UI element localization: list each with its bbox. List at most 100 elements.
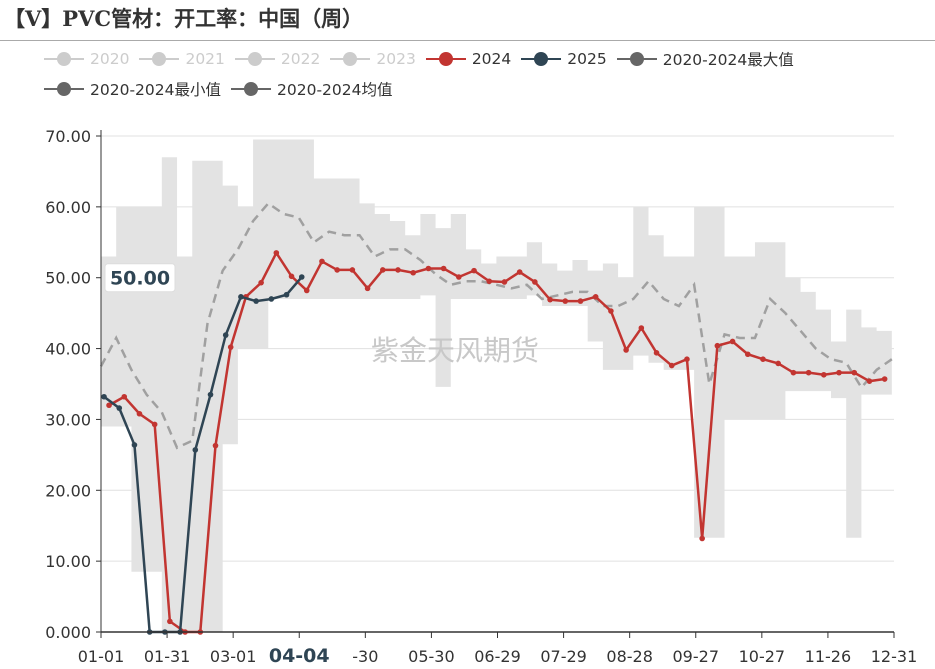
data-point-2024 xyxy=(577,298,584,304)
y-tick-label: 20.00 xyxy=(45,481,91,500)
y-tick-label: 30.00 xyxy=(45,410,91,429)
legend-marker-icon xyxy=(44,52,84,66)
data-point-2024 xyxy=(653,350,660,356)
legend-label: 2020-2024最小值 xyxy=(90,81,221,99)
data-point-2024 xyxy=(851,369,858,376)
legend-marker-icon xyxy=(44,82,84,96)
legend-marker-icon xyxy=(234,52,275,66)
data-point-2024 xyxy=(121,393,128,400)
legend-label: 2021 xyxy=(185,50,225,68)
x-tick-label: 12-31 xyxy=(871,647,918,666)
data-point-2024 xyxy=(501,279,508,285)
data-point-2024 xyxy=(212,442,219,449)
data-point-2024 xyxy=(805,369,812,376)
series-line-2024 xyxy=(108,250,885,634)
legend-label: 2020 xyxy=(90,50,130,68)
legend-label: 2025 xyxy=(567,50,607,68)
x-tick-label: 10-27 xyxy=(739,647,786,666)
data-point-2024 xyxy=(456,274,462,280)
data-point-2025 xyxy=(101,393,107,400)
data-point-2025 xyxy=(298,274,305,280)
legend-item-2020[interactable]: 2020 xyxy=(44,44,129,74)
data-point-2024 xyxy=(303,287,310,294)
x-tick-label: 04-04 xyxy=(269,645,330,667)
legend-label: 2022 xyxy=(280,50,321,68)
legend-marker-icon xyxy=(521,52,562,66)
legend-item-2020-2024最小值[interactable]: 2020-2024最小值 xyxy=(44,74,221,104)
data-point-2024 xyxy=(760,356,766,363)
data-point-2024 xyxy=(532,279,538,285)
data-point-2024 xyxy=(623,347,629,353)
data-point-2024 xyxy=(471,267,477,274)
data-point-2025 xyxy=(192,447,199,453)
data-point-2024 xyxy=(136,410,143,417)
max-min-band xyxy=(101,139,892,633)
x-tick-label: 06-29 xyxy=(474,647,521,666)
legend-marker-icon xyxy=(231,82,271,96)
data-point-2025 xyxy=(253,298,259,304)
data-point-2024 xyxy=(410,269,417,276)
legend-marker-icon xyxy=(330,52,371,66)
legend-item-2025[interactable]: 2025 xyxy=(521,44,607,74)
y-tick-label: 50.00 xyxy=(45,269,91,288)
data-point-2024 xyxy=(364,285,371,292)
data-point-2024 xyxy=(684,356,690,363)
chart-title: 【V】PVC管材：开工率：中国（周） xyxy=(4,6,364,31)
data-point-2024 xyxy=(608,308,614,314)
data-point-2024 xyxy=(379,267,386,273)
legend-item-2020-2024最大值[interactable]: 2020-2024最大值 xyxy=(616,44,794,74)
data-point-2024 xyxy=(729,338,736,345)
data-point-2024 xyxy=(395,267,401,273)
legend-label: 2020-2024最大值 xyxy=(662,51,794,69)
data-point-2024 xyxy=(334,267,340,273)
data-point-2024 xyxy=(258,279,264,286)
data-point-2024 xyxy=(790,369,797,376)
data-point-2024 xyxy=(775,360,782,367)
data-point-2024 xyxy=(699,535,705,542)
y-tick-label: 60.00 xyxy=(45,198,91,217)
legend-item-2023[interactable]: 2023 xyxy=(330,44,416,74)
data-point-2025 xyxy=(207,391,214,398)
legend-item-2020-2024均值[interactable]: 2020-2024均值 xyxy=(231,74,393,104)
y-tick-label: 70.00 xyxy=(45,127,91,146)
legend: 2020 2021 2022 2023 2024 2025 2020-2024最大值 2020… xyxy=(44,44,924,104)
data-point-2024 xyxy=(440,265,447,272)
legend-item-2021[interactable]: 2021 xyxy=(139,44,225,74)
data-point-2024 xyxy=(167,618,173,625)
data-point-2024 xyxy=(836,369,842,376)
data-point-2024 xyxy=(151,421,158,428)
axis-pointer-y-label: 50.00 xyxy=(110,268,170,290)
x-tick-label: 08-28 xyxy=(606,647,653,666)
axis-pointer-label-box xyxy=(104,263,176,293)
watermark: 紫金天风期货 xyxy=(371,334,539,367)
data-point-2025 xyxy=(131,442,138,448)
legend-item-2024[interactable]: 2024 xyxy=(425,44,512,74)
data-point-2024 xyxy=(227,344,234,350)
data-point-2025 xyxy=(283,291,290,298)
data-point-2024 xyxy=(486,278,493,285)
legend-item-2022[interactable]: 2022 xyxy=(234,44,321,74)
data-point-2024 xyxy=(866,378,873,384)
data-point-2024 xyxy=(714,342,721,349)
y-tick-label: 0.000 xyxy=(45,623,91,642)
legend-marker-icon xyxy=(425,52,466,66)
data-point-2024 xyxy=(288,273,295,280)
data-point-2024 xyxy=(516,269,523,275)
legend-label: 2024 xyxy=(471,50,512,68)
data-point-2025 xyxy=(268,296,275,302)
legend-label: 2020-2024均值 xyxy=(277,81,393,99)
data-point-2025 xyxy=(222,332,229,338)
data-point-2024 xyxy=(668,362,675,369)
x-tick-label: 11-26 xyxy=(805,647,852,666)
data-point-2025 xyxy=(116,405,123,411)
legend-label: 2023 xyxy=(376,50,416,68)
x-tick-label: 05-30 xyxy=(408,647,455,666)
data-point-2024 xyxy=(425,265,432,272)
x-tick-label: 09-27 xyxy=(673,647,720,666)
data-point-2024 xyxy=(821,371,827,378)
data-point-2024 xyxy=(638,325,645,331)
legend-marker-icon xyxy=(139,52,180,66)
data-point-2024 xyxy=(273,250,280,256)
